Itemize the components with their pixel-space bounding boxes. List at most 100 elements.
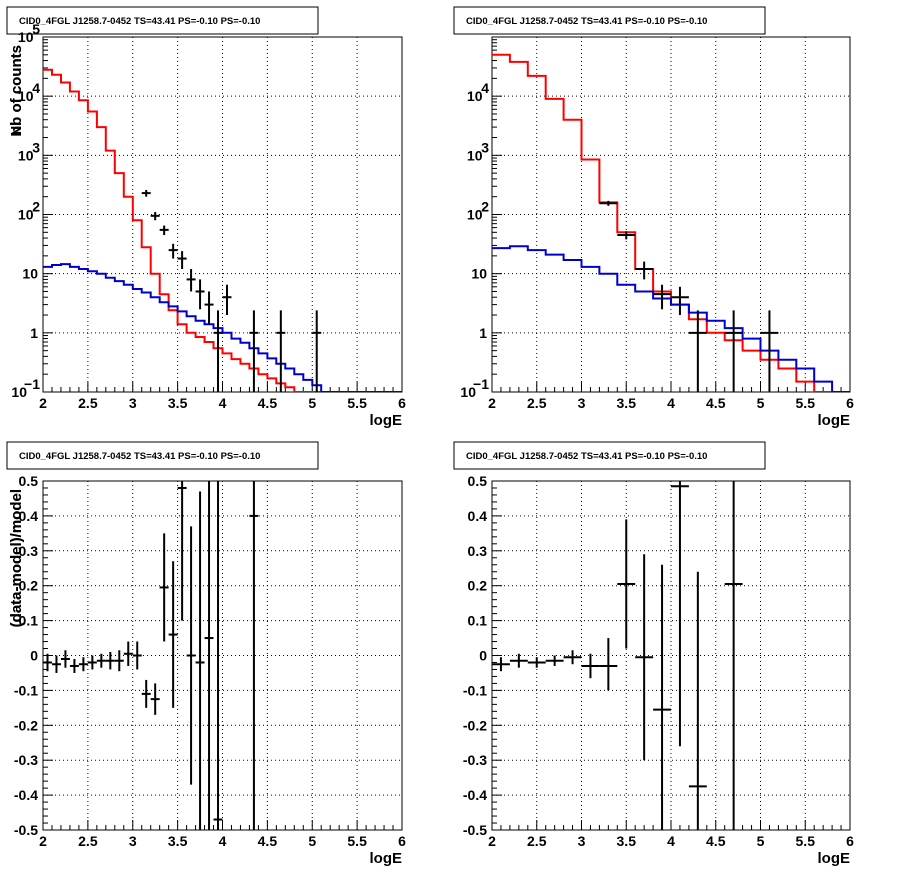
data-point [688,571,707,830]
data-point [563,650,582,665]
data-point [527,657,546,668]
y-tick-base: 10 [18,207,34,223]
data-point [69,658,79,673]
x-tick-label: 2.5 [78,833,98,849]
data-point [150,683,160,715]
data-point [141,189,151,197]
data-layer [43,68,402,392]
data-point [276,310,286,392]
y-tick-exponent: 4 [32,80,40,96]
y-tick-label: -0.1 [463,682,487,698]
y-tick-label: 0.2 [468,578,488,594]
y-tick-label: -0.5 [463,822,487,838]
x-tick-label: 2 [488,833,496,849]
title-box [453,6,766,35]
x-tick-label: 5.5 [347,833,367,849]
y-tick-label: -0.4 [14,787,38,803]
data-point [177,481,187,621]
x-tick-label: 2 [39,395,47,411]
data-point [159,533,169,642]
y-tick-label: -0.5 [14,822,38,838]
x-tick-label: 5.5 [347,395,367,411]
y-tick-exponent: −1 [473,376,489,392]
data-point [599,638,618,691]
x-tick-label: 2 [39,833,47,849]
data-point [186,526,196,785]
title-box [6,6,319,35]
data-point [545,655,564,666]
x-tick-label: 3 [129,395,137,411]
x-tick-label: 4 [219,833,227,849]
x-tick-label: 3.5 [168,395,188,411]
y-tick-label: 0.2 [19,578,39,594]
x-axis [42,820,403,830]
data-point [213,481,223,830]
data-point [105,652,115,670]
y-tick-label: 10 [471,266,487,282]
data-point [617,519,636,649]
y-tick-exponent: −1 [24,376,40,392]
data-point [492,657,510,672]
x-tick-label: 3.5 [617,833,637,849]
x-tick-label: 3 [129,833,137,849]
x-axis-label: logE [370,412,403,429]
data-point [653,564,671,830]
y-tick-exponent: 5 [32,21,40,37]
y-tick-label: 1 [30,325,38,341]
data-point [150,212,160,221]
data-point [635,554,654,761]
y-axis [43,480,53,831]
data-point [222,284,232,316]
x-tick-label: 4.5 [706,833,726,849]
x-tick-label: 5.5 [796,395,816,411]
y-tick-label: -0.4 [463,787,487,803]
y-tick-exponent: 2 [32,199,40,215]
x-tick-label: 5 [308,833,316,849]
x-tick-label: 3.5 [617,395,637,411]
y-tick-exponent: 2 [481,199,489,215]
y-tick-exponent: 4 [481,80,489,96]
data-point [581,653,600,679]
y-axis [43,36,53,393]
x-tick-label: 4 [667,833,675,849]
series-line-total-model [43,68,402,392]
x-tick-label: 5 [308,395,316,411]
data-point [671,481,689,747]
data-point [653,284,671,310]
x-axis-label: logE [818,850,851,867]
data-point [204,481,214,830]
y-tick-label: -0.3 [14,752,38,768]
y-axis [492,480,502,831]
y-tick-label: 0.1 [468,613,488,629]
data-point [195,279,205,310]
y-tick-label: 1 [479,325,487,341]
y-tick-base: 10 [11,384,27,400]
data-point [96,653,106,668]
data-point [312,310,322,392]
data-point [724,310,743,392]
x-tick-label: 4 [219,395,227,411]
data-point [249,481,259,830]
data-point [78,657,88,672]
y-axis-label: (data-model)/model [8,489,25,627]
data-point [724,481,743,830]
chart-panel-3: CID0_4FGL J1258.7-0452 TS=43.41 PS=-0.10… [6,441,406,867]
data-point [87,655,97,670]
y-tick-label: 0.5 [468,473,488,489]
data-point [141,679,151,708]
y-axis-label: (data-model)/model [8,489,25,627]
x-tick-label: 5 [757,833,765,849]
data-point [688,310,707,392]
data-point [186,268,196,292]
title-box [6,441,319,470]
y-tick-base: 10 [460,384,476,400]
y-tick-base: 10 [467,147,483,163]
y-tick-label: 0 [479,648,487,664]
plot-frame [42,36,403,393]
grid [43,481,402,830]
data-point [599,200,618,206]
title-box [453,441,766,470]
data-layer [492,481,743,830]
x-axis-label: logE [370,850,403,867]
data-point [132,641,142,670]
